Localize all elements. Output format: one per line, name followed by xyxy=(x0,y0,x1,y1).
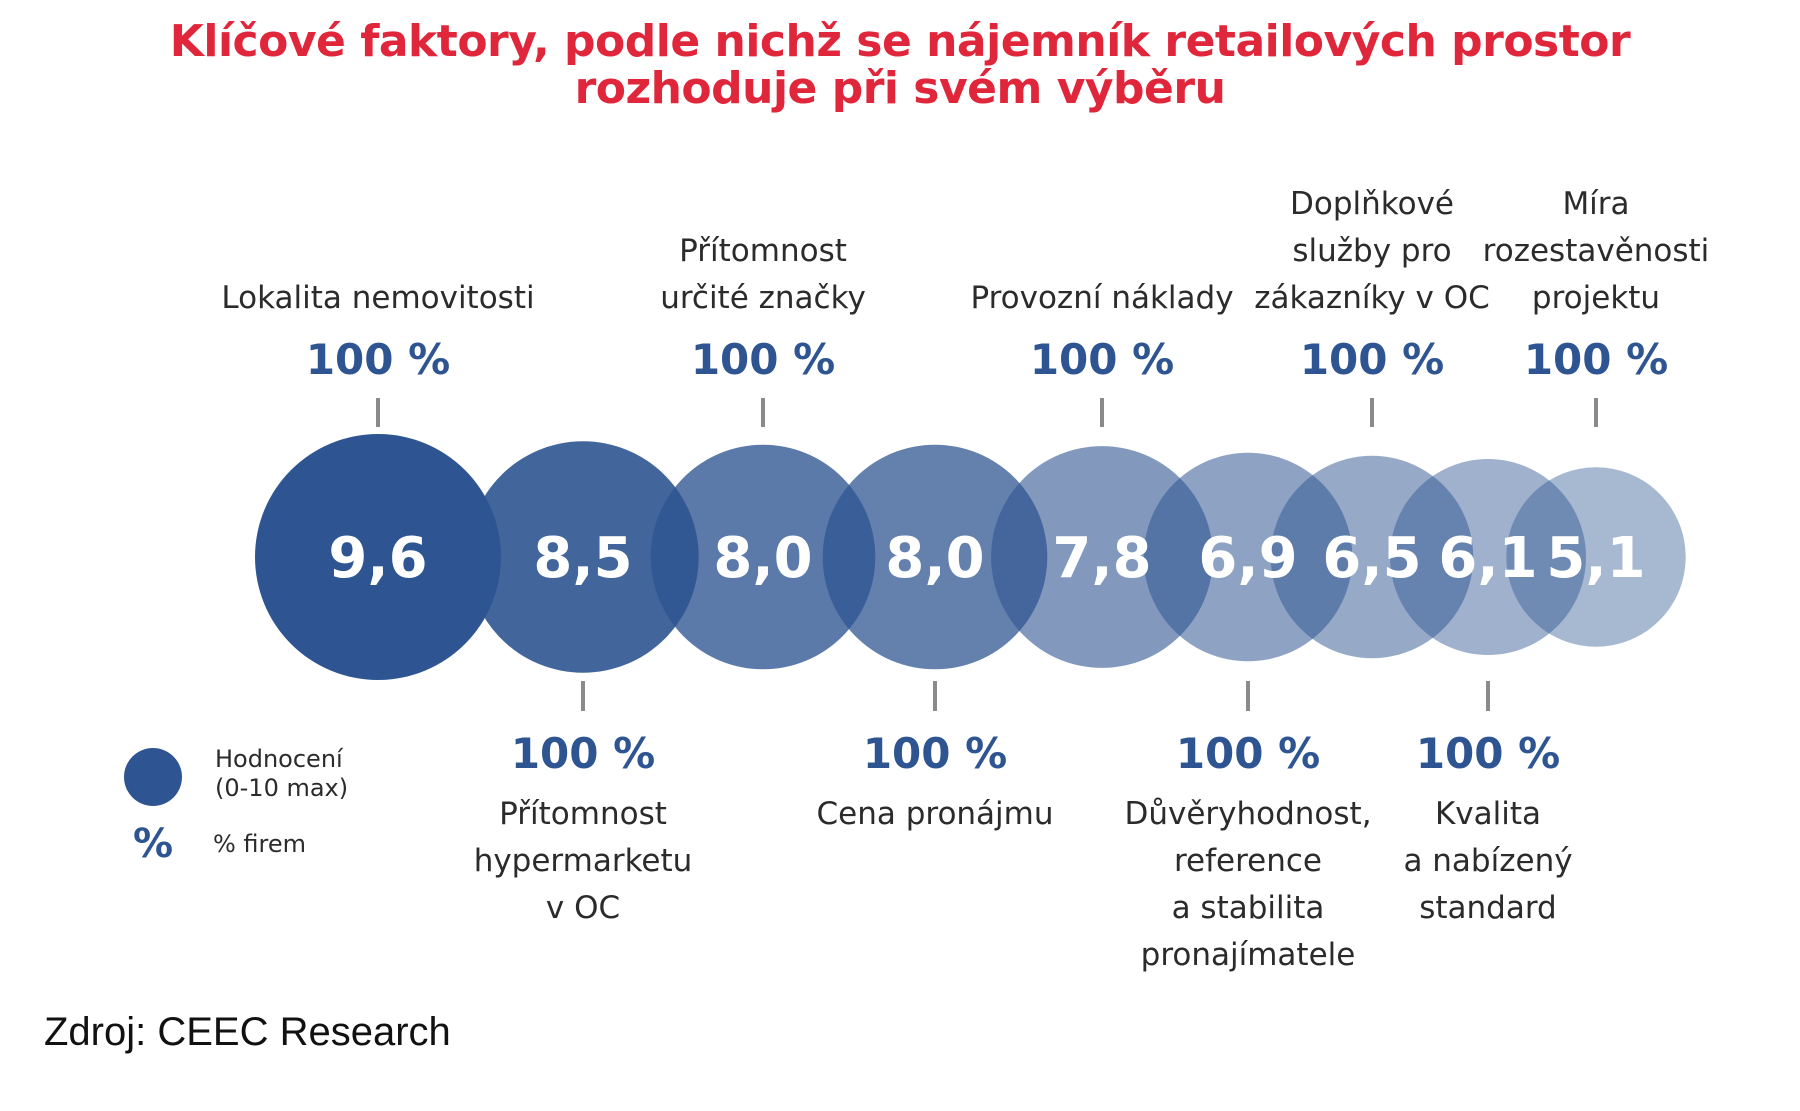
bubble-9 xyxy=(1506,467,1686,647)
factor-label-7-line-3: zákazníky v OC xyxy=(1254,280,1490,316)
factor-label-9-line-2: rozestavěnosti xyxy=(1483,233,1710,269)
bubble-value-7: 6,5 xyxy=(1322,526,1421,591)
bubble-value-2: 8,5 xyxy=(533,526,632,591)
share-label-4: 100 % xyxy=(863,729,1007,778)
bubble-7 xyxy=(1270,455,1474,659)
share-label-6: 100 % xyxy=(1176,729,1320,778)
share-label-3: 100 % xyxy=(691,335,835,384)
bubble-value-3: 8,0 xyxy=(713,526,812,591)
source-note: Zdroj: CEEC Research xyxy=(44,1010,451,1054)
title-line-2: rozhoduje při svém výběru xyxy=(574,63,1226,114)
bubble-value-5: 7,8 xyxy=(1052,526,1151,591)
factor-label-3-line-2: určité značky xyxy=(660,280,866,316)
share-label-2: 100 % xyxy=(511,729,655,778)
legend-rating-circle xyxy=(124,748,182,806)
legend-pct-label: % firem xyxy=(213,830,306,858)
factor-label-7-line-1: Doplňkové xyxy=(1290,186,1454,222)
bubble-value-8: 6,1 xyxy=(1438,526,1537,591)
factor-label-8-line-3: standard xyxy=(1419,890,1557,926)
factor-label-7-line-2: služby pro xyxy=(1292,233,1451,269)
factor-label-4-line-1: Cena pronájmu xyxy=(816,796,1053,832)
factor-label-6-line-2: reference xyxy=(1174,843,1322,879)
share-label-9: 100 % xyxy=(1524,335,1668,384)
chart-title: Klíčové faktory, podle nichž se nájemník… xyxy=(0,18,1800,112)
legend-rating-label-1: Hodnocení xyxy=(215,745,344,773)
factor-label-6-line-1: Důvěryhodnost, xyxy=(1124,796,1371,832)
bubble-8 xyxy=(1390,459,1586,655)
bubble-value-1: 9,6 xyxy=(328,526,427,591)
factor-label-2-line-2: hypermarketu xyxy=(474,843,693,879)
factor-label-2-line-3: v OC xyxy=(546,890,620,926)
bubble-1 xyxy=(255,434,501,680)
factor-label-5-line-1: Provozní náklady xyxy=(970,280,1233,316)
bubble-5 xyxy=(991,446,1213,668)
factor-label-9-line-3: projektu xyxy=(1532,280,1660,316)
share-label-5: 100 % xyxy=(1030,335,1174,384)
bubble-value-9: 5,1 xyxy=(1546,526,1645,591)
factor-label-9-line-1: Míra xyxy=(1562,186,1629,222)
title-line-1: Klíčové faktory, podle nichž se nájemník… xyxy=(169,16,1631,67)
share-label-1: 100 % xyxy=(306,335,450,384)
legend-rating-label-2: (0-10 max) xyxy=(215,774,348,802)
bubbles-layer xyxy=(255,434,1686,680)
factor-label-8-line-1: Kvalita xyxy=(1435,796,1541,832)
factor-label-1-line-1: Lokalita nemovitosti xyxy=(221,280,534,316)
factor-label-6-line-3: a stabilita xyxy=(1172,890,1325,926)
share-label-8: 100 % xyxy=(1416,729,1560,778)
legend: Hodnocení (0-10 max) % % firem xyxy=(124,745,348,867)
legend-pct-symbol: % xyxy=(133,821,173,867)
factor-label-8-line-2: a nabízený xyxy=(1403,843,1572,879)
share-label-7: 100 % xyxy=(1300,335,1444,384)
factor-label-6-line-4: pronajímatele xyxy=(1141,937,1356,973)
factor-label-3-line-1: Přítomnost xyxy=(679,233,847,269)
factor-label-2-line-1: Přítomnost xyxy=(499,796,667,832)
bubble-value-4: 8,0 xyxy=(885,526,984,591)
bubble-4 xyxy=(822,444,1048,670)
bubble-3 xyxy=(650,444,876,670)
labels-layer: 9,6 100 % Lokalita nemovitosti 8,5 100 % Přít… xyxy=(221,186,1709,973)
bubble-value-6: 6,9 xyxy=(1198,526,1297,591)
bubble-2 xyxy=(467,441,699,673)
